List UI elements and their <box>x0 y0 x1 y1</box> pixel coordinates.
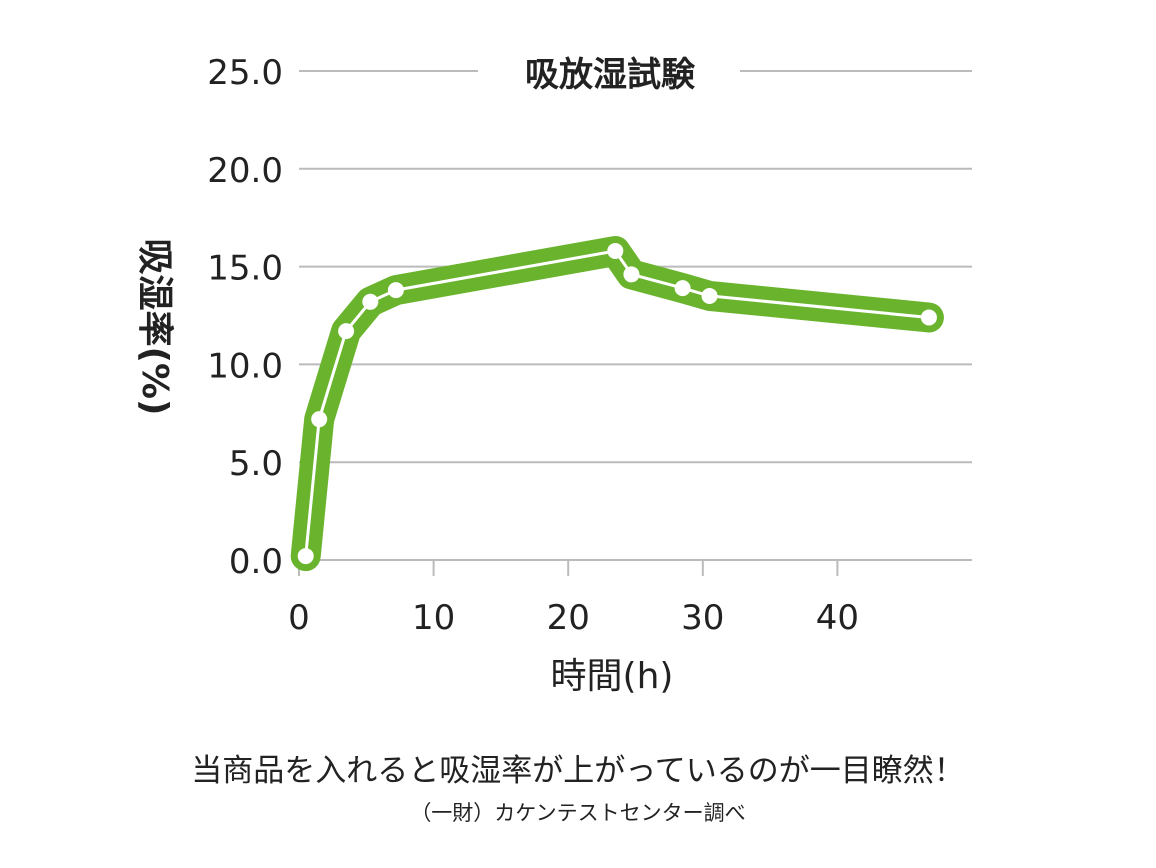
data-point <box>387 282 404 299</box>
data-point <box>362 293 379 310</box>
x-axis-label: 時間(h) <box>551 656 674 697</box>
data-point <box>701 287 718 304</box>
data-point <box>920 309 937 326</box>
chart-title: 吸放湿試験 <box>525 55 696 95</box>
x-tick-label: 20 <box>547 598 590 638</box>
line-chart: 吸放湿試験 0.0 5.0 10.0 15.0 20.0 25.0 0 10 20 30 40 吸… <box>134 53 972 697</box>
x-tick-label: 0 <box>288 598 310 638</box>
data-point <box>311 411 328 428</box>
y-tick-label: 5.0 <box>229 444 283 484</box>
data-point <box>297 548 314 565</box>
source-note: （一財）カケンテストセンター調べ <box>410 801 746 825</box>
y-tick-label: 10.0 <box>207 346 283 386</box>
data-point <box>338 323 355 340</box>
x-tick-label: 40 <box>816 598 859 638</box>
y-tick-label: 25.0 <box>207 53 283 93</box>
data-point <box>674 280 691 297</box>
x-tick-label: 30 <box>681 598 724 638</box>
y-tick-label: 20.0 <box>207 151 283 191</box>
y-tick-label: 0.0 <box>229 542 283 582</box>
chart-caption: 当商品を入れると吸湿率が上がっているのが一目瞭然！ <box>191 753 965 789</box>
series-line <box>304 249 930 557</box>
y-tick-label: 15.0 <box>207 249 283 289</box>
y-axis-label: 吸湿率(%) <box>134 239 175 416</box>
data-point <box>623 266 640 283</box>
x-tick-label: 10 <box>412 598 455 638</box>
data-point <box>607 242 624 259</box>
